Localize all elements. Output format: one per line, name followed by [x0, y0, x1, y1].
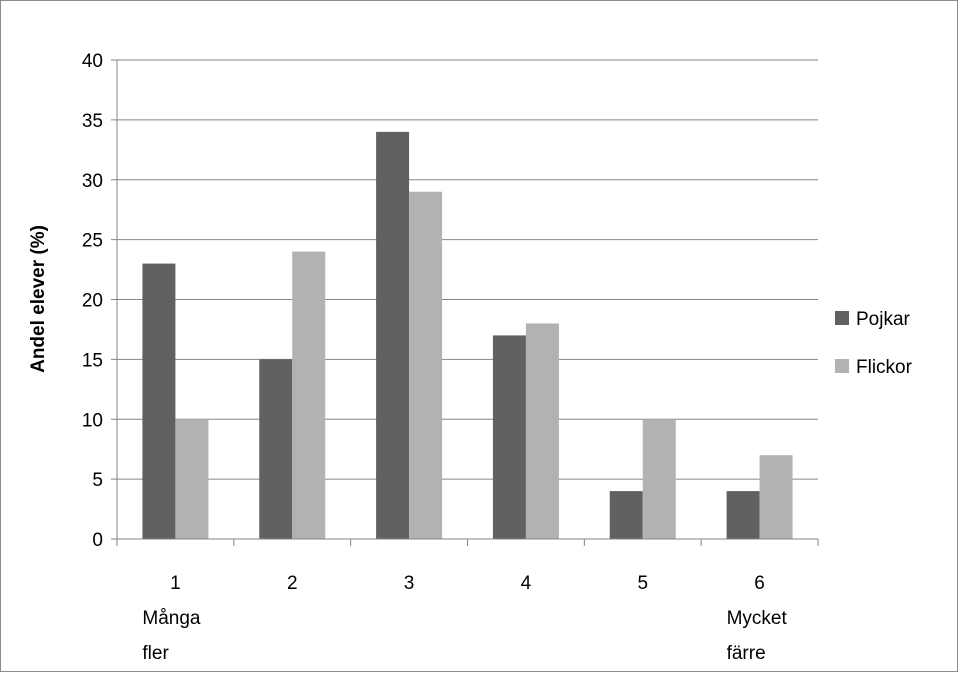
- bar-pojkar-1: [142, 263, 176, 539]
- bar-flickor-2: [292, 251, 326, 539]
- bar-pojkar-5: [609, 491, 643, 539]
- x-tick-label: 6: [754, 573, 765, 594]
- x-tick-labels: 1 2 3 4 5 6 Många fler Mycket färre: [142, 573, 787, 664]
- y-tick-label: 10: [82, 410, 103, 431]
- x-sublabel: Mycket: [727, 608, 788, 629]
- y-tick-label: 0: [92, 530, 103, 551]
- bar-pojkar-2: [259, 359, 293, 539]
- bar-pojkar-6: [726, 491, 760, 539]
- bar-flickor-5: [642, 419, 676, 539]
- y-tick-label: 20: [82, 291, 103, 312]
- x-tick-label: 1: [170, 573, 181, 594]
- bar-pojkar-3: [376, 131, 410, 539]
- legend-swatch-flickor: [835, 359, 849, 373]
- x-sublabel: Många: [142, 608, 201, 629]
- bars: [142, 131, 793, 539]
- bar-pojkar-4: [492, 335, 526, 539]
- y-tick-label: 30: [82, 171, 103, 192]
- axes: [116, 60, 818, 540]
- bar-flickor-3: [409, 191, 443, 539]
- x-tick-label: 3: [404, 573, 415, 594]
- y-tick-label: 15: [82, 350, 103, 371]
- x-tick-label: 2: [287, 573, 298, 594]
- x-sublabel: färre: [727, 643, 766, 664]
- legend-swatch-pojkar: [835, 311, 849, 325]
- y-tick-label: 35: [82, 111, 103, 132]
- x-tick-label: 4: [521, 573, 532, 594]
- bar-flickor-6: [759, 455, 793, 539]
- legend-label-pojkar: Pojkar: [856, 309, 911, 330]
- y-tick-label: 25: [82, 231, 103, 252]
- bar-flickor-1: [175, 419, 209, 539]
- legend-label-flickor: Flickor: [856, 357, 913, 378]
- y-axis-label: Andel elever (%): [28, 225, 49, 373]
- x-tick-label: 5: [637, 573, 648, 594]
- y-tick-label: 5: [92, 470, 103, 491]
- legend: Pojkar Flickor: [835, 309, 913, 378]
- gridlines: [111, 59, 819, 546]
- x-sublabel: fler: [142, 643, 169, 664]
- bar-flickor-4: [525, 323, 559, 539]
- y-tick-labels: 0 5 10 15 20 25 30 35 40: [82, 51, 103, 551]
- y-tick-label: 40: [82, 51, 103, 72]
